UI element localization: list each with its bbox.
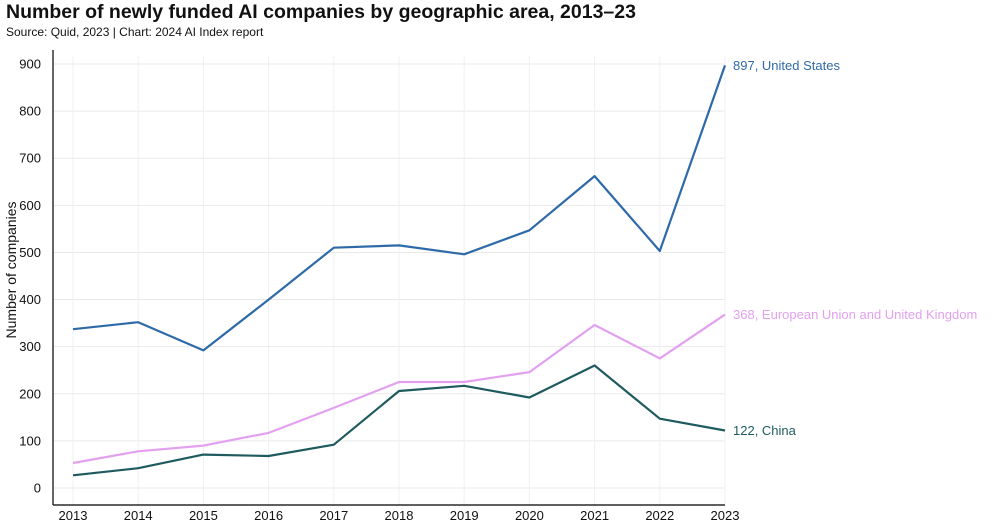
x-tick-label: 2016 — [254, 508, 283, 523]
y-tick-label: 100 — [19, 433, 41, 448]
y-tick-label: 200 — [19, 386, 41, 401]
x-tick-label: 2013 — [59, 508, 88, 523]
y-tick-label: 900 — [19, 57, 41, 72]
series-line-china — [72, 364, 726, 477]
x-tick-label: 2018 — [385, 508, 414, 523]
y-axis: 0 100 200 300 400 500 600 700 800 900 — [19, 50, 54, 505]
series-line-united-states — [72, 65, 727, 352]
series-line-european-union-and-united-kingdom — [72, 313, 726, 465]
chart-subtitle: Source: Quid, 2023 | Chart: 2024 AI Inde… — [6, 25, 264, 39]
x-tick-label: 2019 — [450, 508, 479, 523]
end-label-european-union-and-united-kingdom: 368, European Union and United Kingdom — [733, 307, 977, 322]
end-labels: 897, United States 368, European Union an… — [733, 58, 977, 438]
y-tick-label: 0 — [34, 481, 41, 496]
end-label-china: 122, China — [733, 423, 797, 438]
x-tick-label: 2017 — [319, 508, 348, 523]
y-tick-label: 400 — [19, 292, 41, 307]
x-tick-label: 2020 — [515, 508, 544, 523]
y-tick-label: 500 — [19, 245, 41, 260]
gridlines — [53, 56, 726, 506]
y-tick-label: 800 — [19, 104, 41, 119]
y-tick-label: 300 — [19, 339, 41, 354]
x-tick-label: 2014 — [124, 508, 153, 523]
x-tick-label: 2022 — [645, 508, 674, 523]
series-lines — [72, 65, 727, 477]
x-axis: 2013 2014 2015 2016 2017 2018 2019 2020 2021 2022… — [53, 504, 740, 523]
x-tick-label: 2023 — [711, 508, 740, 523]
y-axis-label: Number of companies — [3, 202, 19, 339]
end-label-united-states: 897, United States — [733, 58, 840, 73]
y-tick-label: 700 — [19, 151, 41, 166]
x-tick-label: 2015 — [189, 508, 218, 523]
chart-title: Number of newly funded AI companies by g… — [6, 1, 636, 23]
y-tick-label: 600 — [19, 198, 41, 213]
x-tick-label: 2021 — [580, 508, 609, 523]
